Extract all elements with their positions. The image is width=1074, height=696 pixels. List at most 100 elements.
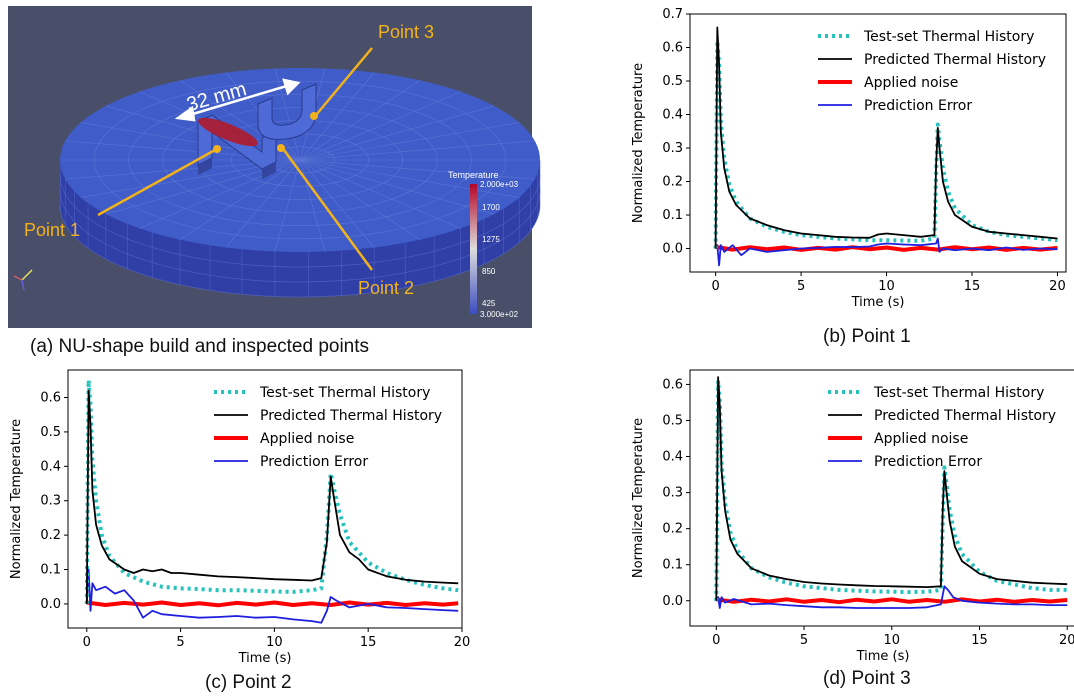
legend-label: Prediction Error	[874, 454, 982, 470]
panel-a-render: 32 mm Point 1 Point 2 Point 3	[8, 6, 541, 328]
nu-shape	[197, 83, 317, 179]
legend-label: Test-set Thermal History	[873, 385, 1044, 401]
legend-label: Applied noise	[864, 75, 958, 91]
colorbar-tick-4: 425	[482, 299, 496, 308]
x-tick-label: 5	[797, 279, 805, 294]
y-tick-label: 0.5	[662, 413, 683, 428]
plot-area	[689, 13, 1067, 273]
series-line-predicted-thermal-history	[85, 389, 459, 604]
series-line-predicted-thermal-history	[715, 376, 1068, 601]
mesh-spoke	[299, 159, 520, 198]
y-tick-label: 0.2	[40, 528, 61, 543]
label-point-3: Point 3	[378, 22, 434, 42]
y-tick-label: 0.3	[40, 494, 61, 509]
callout-lines	[97, 47, 374, 271]
series-line-prediction-error	[85, 568, 459, 624]
caption-panel-c: (c) Point 2	[205, 672, 292, 693]
x-tick-label: 20	[454, 635, 471, 650]
mesh-spoke	[299, 159, 461, 229]
caption-panel-d: (d) Point 3	[823, 668, 911, 689]
colorbar-title: Temperature	[448, 170, 499, 180]
series-line-test-set-thermal-history	[713, 38, 1058, 249]
legend-label: Prediction Error	[260, 454, 368, 470]
y-axis-label: Normalized Temperature	[631, 418, 646, 578]
marker-point-3	[310, 112, 318, 120]
y-tick-label: 0.4	[662, 450, 683, 465]
x-tick-label: 5	[800, 633, 808, 648]
chart-point-2: 0 5 10 15 20 0.0 0.1 0.2 0.3 0.4 0.5 0.6 Time (s) Nor…	[9, 369, 471, 666]
y-tick-label: 0.4	[40, 459, 61, 474]
x-tick-label: 15	[360, 635, 377, 650]
y-tick-label: 0.2	[662, 175, 683, 190]
y-tick-label: 0.6	[40, 391, 61, 406]
mesh-spoke	[299, 159, 535, 180]
mesh-spoke	[179, 159, 301, 240]
x-tick-label: 0	[83, 635, 91, 650]
x-tick-label: 0	[712, 633, 720, 648]
y-tick-label: 0.3	[662, 486, 683, 501]
legend-label: Test-set Thermal History	[259, 385, 430, 401]
y-tick-label: 0.0	[662, 242, 683, 257]
x-tick-label: 15	[964, 279, 981, 294]
x-axis-label: Time (s)	[856, 649, 910, 664]
x-tick-label: 15	[971, 633, 988, 648]
y-tick-label: 0.0	[662, 594, 683, 609]
x-tick-label: 10	[878, 279, 895, 294]
legend-label: Prediction Error	[864, 98, 972, 114]
x-tick-label: 10	[883, 633, 900, 648]
y-axis-label: Normalized Temperature	[9, 419, 24, 579]
y-tick-label: 0.5	[40, 425, 61, 440]
colorbar-tick-5: 3.000e+02	[480, 310, 519, 319]
colorbar-tick-0: 2.000e+03	[480, 180, 519, 189]
y-tick-label: 0.6	[662, 377, 683, 392]
y-tick-label: 0.4	[662, 108, 683, 123]
x-tick-label: 0	[711, 279, 719, 294]
marker-point-1	[213, 145, 221, 153]
mesh-spoke	[299, 159, 326, 252]
y-tick-label: 0.2	[662, 522, 683, 537]
plot-area	[67, 369, 463, 629]
y-tick-label: 0.0	[40, 597, 61, 612]
x-axis-label: Time (s)	[238, 651, 292, 666]
y-tick-label: 0.3	[662, 141, 683, 156]
y-tick-label: 0.1	[662, 208, 683, 223]
legend-label: Predicted Thermal History	[864, 52, 1046, 68]
mesh-spoke	[299, 80, 421, 161]
mesh-spoke	[299, 122, 520, 161]
mesh-spoke	[299, 140, 535, 161]
mesh-spoke	[274, 68, 301, 161]
disk-top-mesh	[60, 68, 540, 252]
melt-pool	[198, 117, 258, 147]
label-point-2: Point 2	[358, 278, 414, 298]
mesh-spoke	[299, 159, 375, 248]
y-tick-label: 0.1	[40, 563, 61, 578]
x-tick-label: 10	[266, 635, 283, 650]
mesh-spoke	[299, 159, 495, 215]
legend-label: Predicted Thermal History	[874, 408, 1056, 424]
y-tick-label: 0.5	[662, 74, 683, 89]
y-tick-label: 0.1	[662, 558, 683, 573]
caption-panel-b: (b) Point 1	[823, 326, 911, 347]
dimension-arrow	[174, 78, 301, 122]
chart-point-1: 0 5 10 15 20 0.0 0.1 0.2 0.3 0.4 0.5 0.6 0.7 Time (s)…	[631, 7, 1067, 310]
series-line-prediction-error	[714, 237, 1058, 267]
legend-label: Test-set Thermal History	[863, 29, 1034, 45]
mesh-spoke	[299, 91, 461, 161]
series-line-applied-noise	[86, 600, 459, 608]
colorbar-tick-2: 1275	[482, 235, 500, 244]
caption-panel-a: (a) NU-shape build and inspected points	[30, 336, 370, 357]
mesh-spoke	[225, 159, 301, 248]
x-axis-label: Time (s)	[851, 295, 905, 310]
series-line-test-set-thermal-history	[714, 378, 1068, 601]
y-tick-label: 0.6	[662, 41, 683, 56]
legend-label: Applied noise	[260, 431, 354, 447]
y-axis-label: Normalized Temperature	[631, 63, 646, 223]
inspected-point-markers	[213, 112, 318, 153]
mesh-spoke	[299, 159, 421, 240]
y-tick-label: 0.7	[662, 7, 683, 22]
disk-side-verticals	[60, 160, 541, 297]
letter-u	[257, 83, 317, 140]
x-tick-label: 20	[1049, 279, 1066, 294]
series-line-test-set-thermal-history	[84, 378, 459, 604]
